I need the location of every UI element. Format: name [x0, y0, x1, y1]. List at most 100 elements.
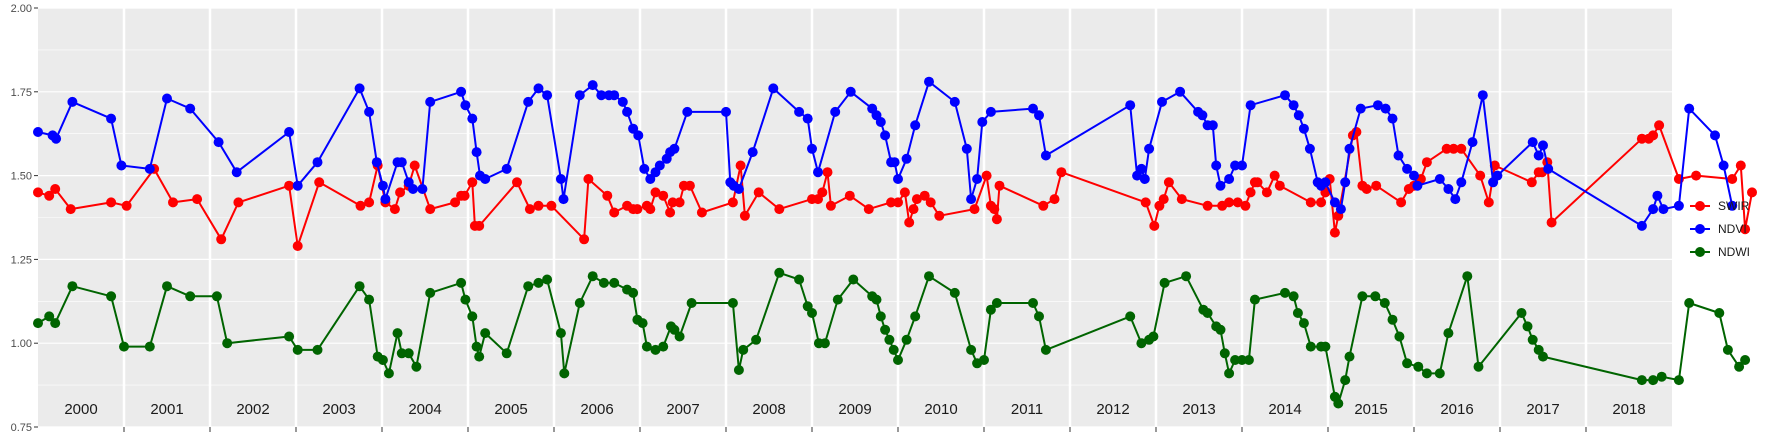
data-point-ndvi — [501, 163, 512, 174]
data-point-swir — [1038, 200, 1049, 211]
data-point-swir — [886, 197, 897, 208]
data-point-ndvi — [1456, 177, 1467, 188]
data-point-ndvi — [807, 143, 817, 154]
data-point-ndvi — [354, 83, 365, 94]
data-point-ndvi — [456, 86, 467, 97]
data-point-swir — [1654, 120, 1665, 131]
data-point-ndwi — [411, 361, 422, 372]
data-point-swir — [817, 187, 828, 198]
data-point-ndvi — [1245, 100, 1256, 111]
data-point-ndvi — [596, 90, 607, 101]
data-point-swir — [650, 187, 661, 198]
data-point-ndwi — [1340, 375, 1351, 386]
data-point-ndwi — [471, 341, 482, 352]
data-point-ndvi — [794, 106, 805, 117]
data-point-ndwi — [392, 328, 403, 339]
data-point-ndwi — [1684, 298, 1695, 308]
data-point-ndwi — [751, 334, 762, 345]
data-point-ndwi — [1159, 277, 1170, 288]
data-point-ndvi — [682, 106, 693, 117]
data-point-ndwi — [1298, 318, 1309, 329]
data-point-swir — [844, 190, 855, 201]
data-point-ndvi — [558, 194, 569, 205]
data-point-ndvi — [1344, 143, 1355, 154]
data-point-ndvi — [645, 174, 656, 184]
data-point-swir — [684, 180, 695, 191]
data-point-swir — [389, 204, 400, 215]
data-point-ndvi — [747, 147, 758, 158]
data-point-swir — [1441, 143, 1452, 154]
data-point-swir — [1140, 197, 1151, 208]
data-point-ndwi — [1673, 375, 1684, 386]
data-point-ndvi — [1533, 150, 1544, 161]
data-point-ndwi — [106, 291, 117, 302]
data-point-swir — [314, 177, 325, 188]
data-point-ndwi — [480, 328, 491, 339]
data-point-swir — [934, 210, 945, 221]
data-point-swir — [284, 180, 295, 191]
data-point-ndwi — [574, 298, 585, 308]
data-point-ndvi — [1434, 174, 1445, 184]
data-point-ndwi — [1125, 311, 1136, 322]
data-point-swir — [1747, 187, 1757, 198]
data-point-swir — [1361, 184, 1372, 194]
data-point-ndwi — [871, 294, 882, 305]
year-label-2013: 2013 — [1182, 401, 1215, 418]
data-point-swir — [192, 194, 203, 205]
data-point-ndwi — [1136, 338, 1147, 349]
data-point-ndvi — [1492, 170, 1503, 181]
data-point-ndwi — [979, 355, 989, 365]
data-point-ndwi — [598, 277, 609, 288]
data-point-ndvi — [654, 160, 665, 171]
data-point-ndwi — [50, 318, 61, 329]
data-point-ndwi — [523, 281, 534, 292]
data-point-ndwi — [966, 344, 977, 355]
data-point-swir — [33, 187, 43, 198]
data-point-ndwi — [985, 304, 996, 315]
y-axis: 0.75 1.00 1.25 1.50 1.75 2.00 — [11, 3, 38, 434]
data-point-swir — [925, 197, 936, 208]
data-point-ndvi — [106, 113, 117, 124]
data-point-ndwi — [1656, 371, 1667, 382]
data-point-ndwi — [1034, 311, 1044, 322]
data-point-ndwi — [658, 341, 669, 352]
year-label-2016: 2016 — [1440, 401, 1473, 418]
legend-label-ndwi: NDWI — [1718, 245, 1750, 259]
y-tick-label: 1.00 — [11, 338, 32, 350]
data-point-ndvi — [1636, 220, 1647, 231]
data-point-swir — [1691, 170, 1702, 181]
data-point-ndvi — [371, 157, 382, 168]
data-point-ndwi — [880, 324, 891, 335]
data-point-ndwi — [1722, 344, 1733, 355]
data-point-ndvi — [1652, 190, 1663, 201]
data-point-ndwi — [1280, 287, 1290, 298]
data-point-swir — [106, 197, 117, 208]
data-point-swir — [1202, 200, 1213, 211]
data-point-ndvi — [364, 106, 375, 117]
x-axis — [123, 427, 1587, 432]
data-point-swir — [735, 160, 746, 171]
data-point-ndwi — [542, 274, 553, 285]
data-point-ndwi — [1473, 361, 1484, 372]
year-label-2000: 2000 — [64, 401, 97, 418]
year-label-2018: 2018 — [1612, 401, 1645, 418]
data-point-ndvi — [949, 96, 960, 107]
data-point-swir — [1232, 197, 1243, 208]
y-tick-label: 1.50 — [11, 171, 32, 183]
data-point-ndvi — [1040, 150, 1051, 161]
data-point-ndvi — [1450, 194, 1461, 205]
data-point-ndvi — [1409, 170, 1419, 181]
data-point-ndvi — [1412, 180, 1423, 191]
data-point-swir — [632, 204, 643, 215]
legend-key-ndvi — [1695, 224, 1705, 234]
data-point-ndvi — [901, 153, 912, 164]
data-point-ndvi — [733, 184, 744, 194]
data-point-swir — [1448, 143, 1459, 154]
data-point-ndwi — [1413, 361, 1424, 372]
data-point-swir — [1056, 167, 1067, 178]
legend-label-ndvi: NDVI — [1718, 222, 1747, 236]
y-tick-label: 2.00 — [11, 3, 32, 15]
data-point-ndwi — [794, 274, 805, 285]
series-lines — [33, 76, 1757, 409]
